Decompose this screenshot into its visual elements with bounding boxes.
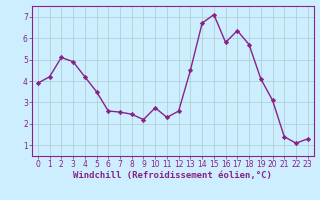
- X-axis label: Windchill (Refroidissement éolien,°C): Windchill (Refroidissement éolien,°C): [73, 171, 272, 180]
